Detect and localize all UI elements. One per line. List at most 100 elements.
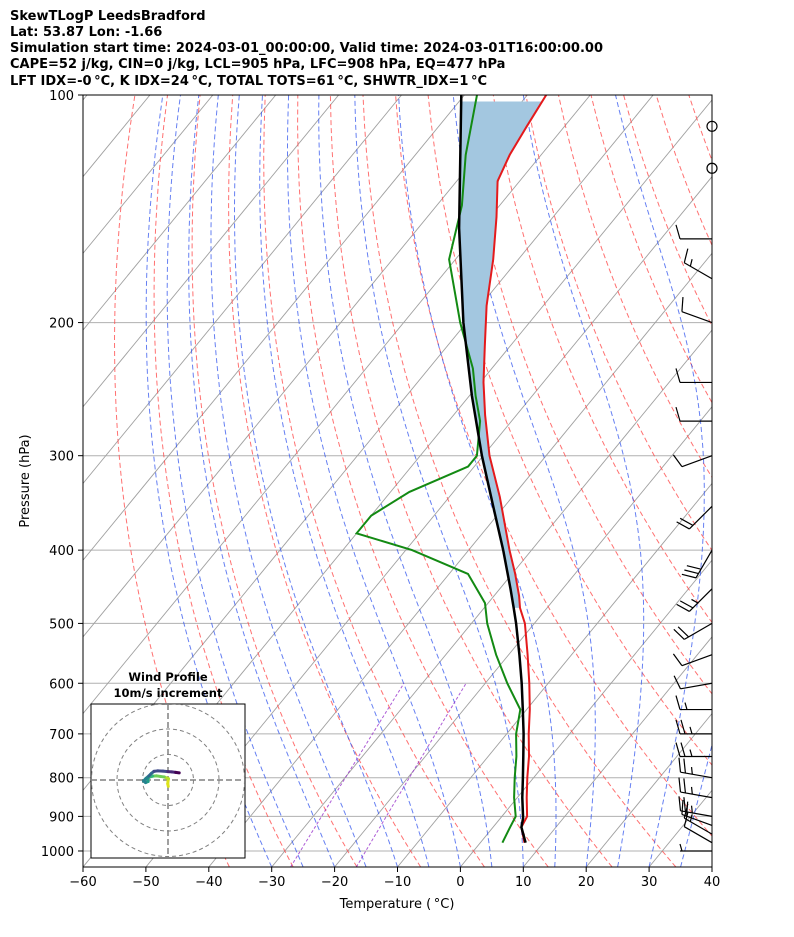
- isotherm-line: [83, 95, 528, 638]
- x-tick-label: −10: [384, 875, 411, 890]
- barb-flag: [681, 297, 684, 312]
- wind-barb: [678, 757, 713, 779]
- hodograph: [90, 703, 246, 859]
- hodograph-title: Wind Profile: [128, 670, 208, 684]
- wind-barb: [675, 406, 712, 422]
- isotherm-line: [397, 482, 712, 867]
- barb-flag: [675, 224, 681, 240]
- isotherm-line: [522, 636, 712, 867]
- barb-shaft: [680, 791, 713, 799]
- barb-flag: [673, 675, 682, 690]
- moist-adiabat-line: [398, 95, 557, 867]
- x-tick-label: −30: [258, 875, 285, 890]
- barb-flag: [675, 695, 681, 710]
- barb-flag: [675, 719, 681, 735]
- isotherm-line: [585, 712, 712, 867]
- dry-adiabat-line: [721, 95, 794, 867]
- y-tick-label: 200: [49, 317, 74, 332]
- barb-shaft: [681, 311, 713, 324]
- isotherm-line: [83, 95, 402, 485]
- axis-ticks-layer: −60 −50 −40 −30 −20 −10 0 10 20 30 40 100 200 300 400 5…: [41, 89, 720, 890]
- dry-adiabat-line: [263, 95, 485, 867]
- wind-barb: [673, 622, 713, 640]
- temperature-line: [482, 95, 548, 843]
- wind-barb: [683, 248, 713, 280]
- y-axis-label: Pressure (hPa): [18, 434, 33, 527]
- barb-flag: [678, 777, 682, 793]
- barb-flag: [680, 742, 686, 757]
- barb-flag: [673, 628, 685, 640]
- wind-barb: [678, 777, 713, 799]
- dry-adiabat-line: [558, 95, 712, 479]
- barb-half: [689, 726, 693, 735]
- dry-adiabat-line: [623, 95, 712, 327]
- barb-shaft: [683, 622, 713, 640]
- barb-shaft: [681, 813, 713, 826]
- moist-adiabat-line: [711, 865, 712, 867]
- barb-flag: [679, 517, 694, 526]
- wind-barb: [675, 368, 712, 384]
- wind-barb: [676, 505, 713, 530]
- dry-adiabat-line: [153, 95, 294, 867]
- isotherm-line: [83, 95, 88, 101]
- isotherm-line: [83, 95, 277, 331]
- barb-flag: [683, 797, 687, 812]
- wind-barb: [675, 719, 712, 735]
- chart-title-location: Lat: 53.87 Lon: -1.66: [10, 25, 163, 40]
- hodograph-plot: [91, 704, 245, 858]
- chart-title-times: Simulation start time: 2024-03-01_00:00:…: [10, 41, 603, 56]
- y-tick-label: 700: [49, 728, 74, 743]
- barb-half: [689, 259, 693, 267]
- hodograph-subtitle: 10m/s increment: [113, 686, 223, 700]
- barb-flag: [681, 799, 684, 815]
- wind-barb: [706, 120, 718, 132]
- calm-circle: [706, 162, 718, 174]
- mixing-ratio-line: [290, 683, 405, 867]
- wind-barb-layer: [672, 120, 718, 852]
- barb-shaft: [688, 588, 713, 612]
- barb-flag: [678, 796, 682, 811]
- grid-layer: [83, 95, 794, 867]
- barb-half: [689, 749, 693, 757]
- isotherm-line: [271, 329, 712, 867]
- wind-barb: [672, 454, 713, 468]
- dry-adiabat-line: [362, 95, 677, 867]
- y-tick-label: 900: [49, 810, 74, 825]
- calm-circle: [706, 120, 718, 132]
- wind-barb: [679, 843, 712, 852]
- isotherm-line: [460, 559, 712, 867]
- dry-adiabat-line: [329, 95, 613, 867]
- barb-shaft: [683, 817, 713, 835]
- barb-shaft: [681, 654, 713, 667]
- x-tick-label: −40: [195, 875, 222, 890]
- barb-flag: [677, 626, 690, 638]
- moist-adiabat-line: [259, 95, 430, 867]
- moist-adiabat-line: [680, 742, 712, 867]
- moist-adiabat-line: [354, 95, 524, 867]
- moist-adiabat-line: [318, 95, 493, 867]
- wind-barb: [675, 695, 712, 711]
- mixing-ratio-line: [355, 683, 467, 867]
- dry-adiabat-line: [191, 95, 358, 867]
- wind-barb: [673, 675, 713, 690]
- barb-half: [691, 598, 699, 604]
- moist-adiabat-line: [166, 95, 304, 867]
- barb-shaft: [683, 826, 713, 844]
- barb-flag: [683, 248, 689, 263]
- wind-barb: [676, 588, 713, 612]
- x-tick-label: −60: [69, 875, 96, 890]
- y-tick-label: 300: [49, 450, 74, 465]
- barb-flag: [676, 603, 690, 612]
- x-tick-label: 40: [704, 875, 721, 890]
- y-tick-label: 400: [49, 544, 74, 559]
- barb-flag: [676, 521, 690, 530]
- barb-half: [679, 843, 683, 852]
- moist-adiabat-line: [188, 95, 336, 867]
- barb-half: [690, 766, 693, 775]
- barb-flag: [686, 565, 702, 570]
- barb-flag: [675, 368, 681, 383]
- x-tick-label: 10: [515, 875, 532, 890]
- moist-adiabat-line: [287, 95, 461, 867]
- barb-shaft: [680, 771, 713, 779]
